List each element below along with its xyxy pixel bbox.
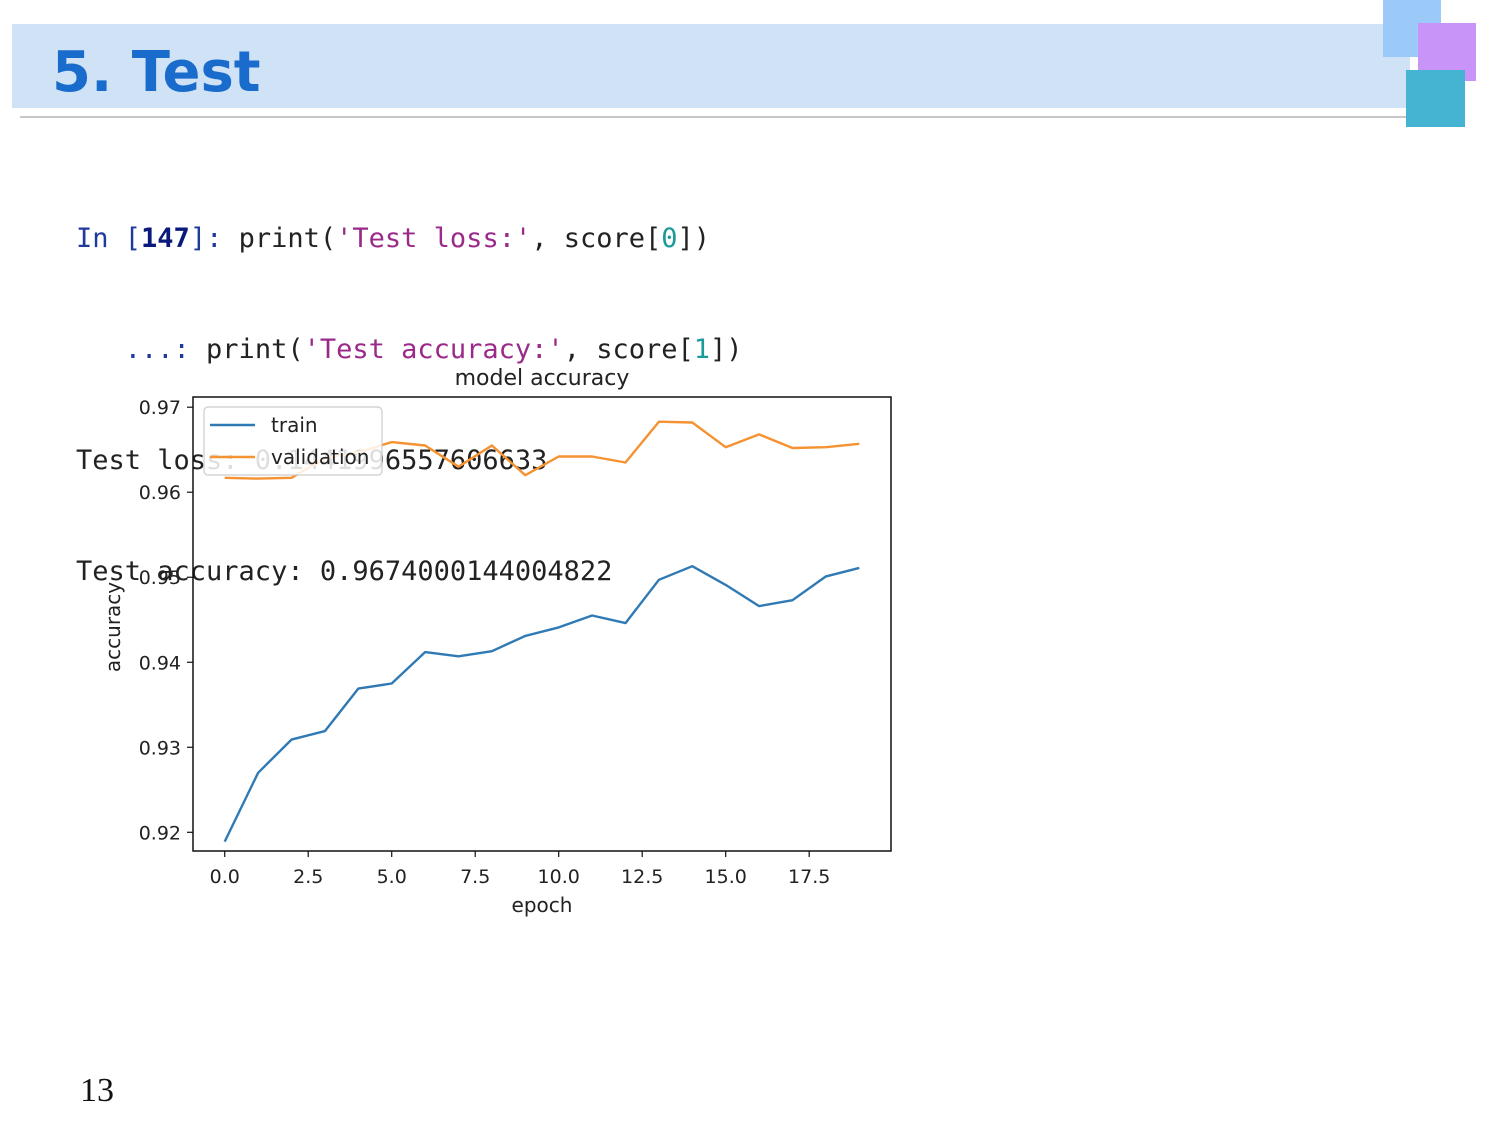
title-divider <box>20 116 1410 118</box>
title-band <box>12 24 1410 108</box>
code-fn: print( <box>238 223 337 254</box>
y-tick-label: 0.94 <box>139 652 181 674</box>
output-test-accuracy: Test accuracy: 0.9674000144004822 <box>76 556 613 587</box>
code-end: ]) <box>710 334 743 365</box>
y-tick-label: 0.92 <box>139 822 181 844</box>
code-line-2: ...: print('Test accuracy:', score[1]) <box>76 331 743 368</box>
slide-title: 5. Test <box>52 40 261 105</box>
code-fn: print( <box>206 334 304 365</box>
code-string: 'Test accuracy:' <box>303 334 564 365</box>
continuation-prompt: ...: <box>76 334 207 365</box>
decor-square-teal <box>1406 70 1465 127</box>
code-line-1: In [147]: print('Test loss:', score[0]) <box>76 220 743 257</box>
output-test-loss: Test loss: 0.1441996557606633 <box>76 445 548 476</box>
x-tick-label: 17.5 <box>788 866 830 888</box>
code-mid: , score[ <box>531 223 662 254</box>
prompt-open: In [ <box>76 223 142 254</box>
x-tick-label: 5.0 <box>377 866 407 888</box>
y-tick-label: 0.93 <box>139 737 181 759</box>
x-axis-label: epoch <box>512 893 573 917</box>
x-tick-label: 12.5 <box>621 866 663 888</box>
x-tick-label: 2.5 <box>293 866 323 888</box>
code-mid: , score[ <box>563 334 694 365</box>
prompt-number: 147 <box>141 223 190 254</box>
code-index: 1 <box>693 334 710 365</box>
x-tick-label: 10.0 <box>538 866 580 888</box>
x-tick-label: 7.5 <box>460 866 490 888</box>
code-block: In [147]: print('Test loss:', score[0]) … <box>76 146 743 627</box>
x-tick-label: 0.0 <box>210 866 240 888</box>
code-index: 0 <box>661 223 678 254</box>
code-end: ]) <box>677 223 711 254</box>
code-string: 'Test loss:' <box>336 223 532 254</box>
x-tick-label: 15.0 <box>705 866 747 888</box>
page-number: 13 <box>80 1072 114 1109</box>
prompt-close: ]: <box>189 223 239 254</box>
